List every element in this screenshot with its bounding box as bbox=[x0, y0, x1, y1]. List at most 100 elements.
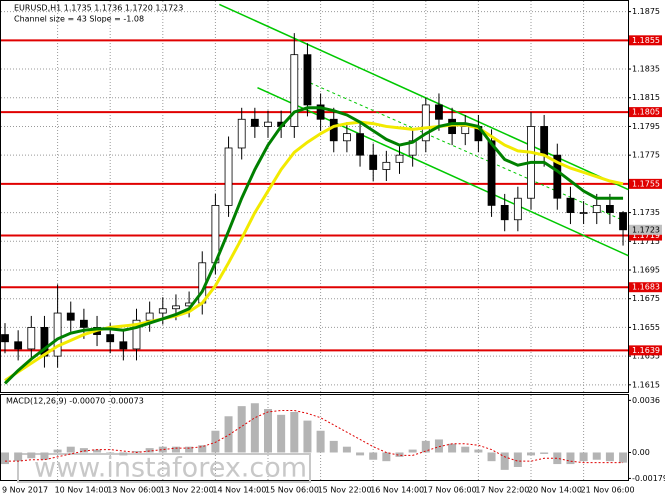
watermark: www.instaforex.com bbox=[34, 453, 307, 484]
level-label-box bbox=[629, 282, 662, 293]
candle-body bbox=[342, 133, 351, 142]
moving-average bbox=[3, 106, 624, 385]
candle-body bbox=[540, 126, 549, 156]
candle-body bbox=[172, 305, 180, 310]
macd-bar bbox=[527, 452, 535, 456]
macd-bar bbox=[434, 439, 443, 453]
candle-body bbox=[264, 121, 272, 127]
macd-bar bbox=[211, 430, 220, 453]
macd-bar bbox=[605, 452, 614, 462]
level-label: 1.1805 bbox=[632, 108, 660, 117]
candle-body bbox=[461, 126, 470, 135]
macd-signal bbox=[5, 409, 624, 464]
candle-body bbox=[250, 118, 259, 127]
level-label: 1.1755 bbox=[632, 179, 660, 188]
candle-body bbox=[237, 118, 246, 149]
y-tick-label: 0.00 bbox=[632, 448, 650, 457]
macd-bar bbox=[579, 452, 588, 462]
macd-bar bbox=[40, 452, 49, 460]
y-tick-label: 1.1735 bbox=[632, 208, 660, 217]
x-tick-label: 20 Nov 14:00 bbox=[528, 486, 582, 495]
candle-body bbox=[329, 118, 338, 142]
level-label: 1.1639 bbox=[632, 346, 660, 355]
candle-body bbox=[14, 341, 23, 350]
y-tick-label: 0.0036 bbox=[632, 396, 660, 405]
candle-body bbox=[487, 140, 496, 206]
macd-bar bbox=[171, 446, 180, 453]
level-label-box bbox=[629, 178, 662, 189]
level-label: 1.1855 bbox=[632, 36, 660, 45]
macd-bar bbox=[53, 449, 62, 453]
x-tick-label: 17 Nov 06:00 bbox=[423, 486, 477, 495]
macd-bar bbox=[382, 452, 391, 462]
macd-bar bbox=[540, 452, 549, 454]
x-tick-label: 9 Nov 2017 bbox=[2, 486, 48, 495]
macd-bar bbox=[408, 449, 417, 453]
y-tick-label: 1.1675 bbox=[632, 294, 660, 303]
x-tick-label: 16 Nov 14:00 bbox=[370, 486, 424, 495]
x-tick-label: 21 Nov 06:00 bbox=[581, 486, 635, 495]
candle-body bbox=[290, 54, 299, 127]
macd-bar bbox=[185, 446, 194, 453]
y-tick-label: 1.1695 bbox=[632, 265, 660, 274]
macd-bar bbox=[513, 452, 522, 467]
macd-bar bbox=[198, 445, 207, 453]
x-tick-label: 14 Nov 14:00 bbox=[212, 486, 266, 495]
x-tick-label: 15 Nov 22:00 bbox=[318, 486, 372, 495]
candle-body bbox=[421, 104, 430, 142]
candle-body bbox=[53, 312, 62, 357]
y-tick-label: 1.1775 bbox=[632, 151, 660, 160]
level-label-box bbox=[629, 35, 662, 46]
y-tick-label: 1.1875 bbox=[632, 7, 660, 16]
candle-body bbox=[27, 327, 36, 350]
macd-bar bbox=[619, 452, 628, 463]
macd-bar bbox=[461, 446, 470, 453]
macd-bar bbox=[237, 406, 246, 453]
candle-body bbox=[80, 319, 88, 328]
candle-body bbox=[592, 204, 601, 213]
candle-body bbox=[382, 161, 391, 170]
macd-title: MACD(12,26,9) -0.00070 -0.00073 bbox=[6, 397, 144, 406]
macd-bar bbox=[566, 452, 575, 465]
level-label: 1.1719 bbox=[632, 231, 660, 240]
candle-body bbox=[303, 54, 312, 106]
candle-body bbox=[513, 197, 522, 221]
macd-bar bbox=[303, 420, 312, 453]
macd-bar bbox=[119, 452, 128, 456]
y-tick-label: -0.00179 bbox=[632, 474, 665, 483]
candle-body bbox=[316, 104, 325, 120]
candle-body bbox=[606, 204, 614, 213]
candle-body bbox=[119, 341, 128, 350]
macd-bar bbox=[329, 440, 338, 453]
candle-body bbox=[395, 154, 404, 163]
macd-bar bbox=[250, 403, 259, 453]
chart-title: EURUSD,H1 1.1735 1.1736 1.1720 1.1723 bbox=[14, 4, 183, 13]
channel-line bbox=[304, 80, 629, 224]
watermark-box bbox=[17, 453, 311, 483]
macd-bar bbox=[224, 416, 233, 453]
candle-body bbox=[1, 334, 9, 343]
candle-body bbox=[356, 133, 364, 156]
candle-body bbox=[553, 154, 562, 199]
level-label: 1.1683 bbox=[632, 283, 660, 292]
candle-body bbox=[369, 154, 378, 170]
candle-body bbox=[66, 312, 75, 321]
macd-bar bbox=[132, 451, 141, 453]
macd-bar bbox=[106, 452, 115, 453]
y-tick-label: 1.1715 bbox=[632, 237, 660, 246]
candle-body bbox=[579, 212, 588, 214]
x-tick-label: 13 Nov 22:00 bbox=[160, 486, 214, 495]
y-tick-label: 1.1635 bbox=[632, 352, 660, 361]
candle-body bbox=[224, 147, 233, 206]
macd-bar bbox=[553, 452, 562, 465]
y-tick-label: 1.1795 bbox=[632, 122, 660, 131]
macd-bar bbox=[1, 452, 9, 465]
macd-bar bbox=[395, 452, 404, 457]
last-price-label: 1.1723 bbox=[632, 225, 660, 234]
candle-body bbox=[500, 204, 509, 221]
macd-bar bbox=[356, 452, 365, 456]
x-tick-label: 15 Nov 06:00 bbox=[265, 486, 319, 495]
y-tick-label: 1.1835 bbox=[632, 65, 660, 74]
candle-body bbox=[158, 308, 167, 314]
